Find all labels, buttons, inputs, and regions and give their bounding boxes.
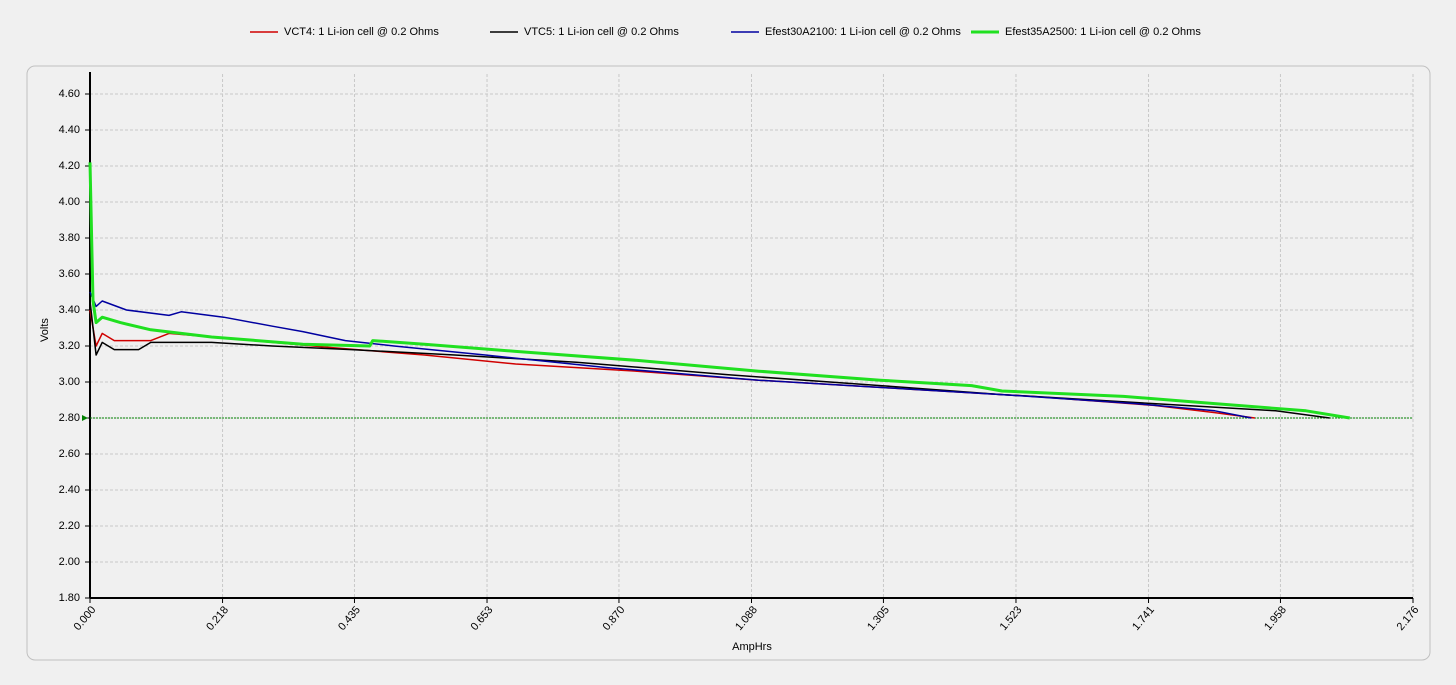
legend-label: VCT4: 1 Li-ion cell @ 0.2 Ohms xyxy=(284,26,439,38)
y-tick-label: 3.40 xyxy=(59,304,80,316)
y-tick-label: 2.40 xyxy=(59,484,80,496)
y-tick-label: 4.40 xyxy=(59,124,80,136)
y-tick-label: 1.80 xyxy=(59,592,80,604)
reference-marker xyxy=(82,415,88,421)
y-tick-label: 4.00 xyxy=(59,196,80,208)
y-tick-label: 3.80 xyxy=(59,232,80,244)
series-line xyxy=(89,291,1252,419)
y-tick-label: 2.00 xyxy=(59,556,80,568)
y-tick-label: 2.20 xyxy=(59,520,80,532)
y-tick-label: 3.60 xyxy=(59,268,80,280)
series-line xyxy=(88,162,1351,420)
y-tick-label: 3.20 xyxy=(59,340,80,352)
legend-label: VTC5: 1 Li-ion cell @ 0.2 Ohms xyxy=(524,26,679,38)
x-axis-label: AmpHrs xyxy=(732,641,772,653)
chart-panel xyxy=(26,65,1431,661)
legend-label: Efest30A2100: 1 Li-ion cell @ 0.2 Ohms xyxy=(765,26,961,38)
legend-label: Efest35A2500: 1 Li-ion cell @ 0.2 Ohms xyxy=(1005,26,1201,38)
y-tick-label: 2.60 xyxy=(59,448,80,460)
y-tick-label: 2.80 xyxy=(59,412,80,424)
y-axis-label: Volts xyxy=(39,318,51,342)
y-tick-label: 4.20 xyxy=(59,160,80,172)
y-tick-label: 3.00 xyxy=(59,376,80,388)
y-tick-label: 4.60 xyxy=(59,88,80,100)
